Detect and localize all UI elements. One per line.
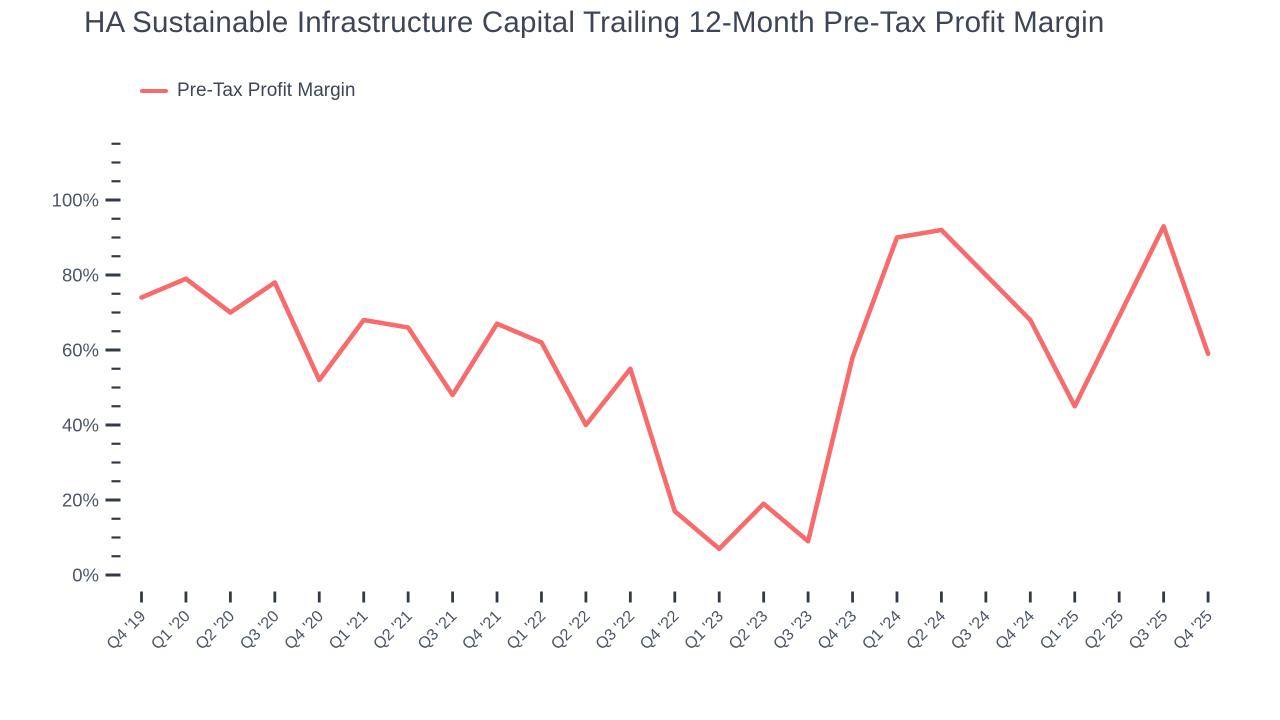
x-axis-label: Q1 '20 <box>148 607 194 653</box>
x-axis-label: Q2 '24 <box>903 607 949 653</box>
x-axis-label: Q3 '21 <box>414 607 460 653</box>
x-axis-label: Q3 '22 <box>592 607 638 653</box>
x-axis-label: Q4 '22 <box>637 607 683 653</box>
x-axis-label: Q4 '23 <box>814 607 860 653</box>
x-axis-label: Q2 '25 <box>1081 607 1127 653</box>
x-axis-label: Q2 '20 <box>192 607 238 653</box>
x-axis-label: Q2 '22 <box>548 607 594 653</box>
x-axis-label: Q3 '25 <box>1125 607 1171 653</box>
y-axis-label: 40% <box>62 415 99 436</box>
y-axis-label: 100% <box>52 190 99 211</box>
pre-tax-profit-margin-line <box>139 223 1211 552</box>
x-axis-label: Q4 '24 <box>992 607 1038 653</box>
x-axis-label: Q4 '19 <box>103 607 149 653</box>
legend-line-swatch <box>140 88 168 94</box>
y-axis: 0% 20% 40% 60% 80% 100% <box>52 142 121 586</box>
x-axis-label: Q3 '20 <box>237 607 283 653</box>
legend: Pre-Tax Profit Margin <box>140 80 355 102</box>
x-axis-label: Q4 '20 <box>281 607 327 653</box>
x-axis-label: Q2 '21 <box>370 607 416 653</box>
x-axis-label: Q1 '25 <box>1036 607 1082 653</box>
y-axis-label: 60% <box>62 340 99 361</box>
x-axis-label: Q1 '21 <box>325 607 371 653</box>
x-axis-label: Q3 '24 <box>948 607 994 653</box>
y-axis-label: 80% <box>62 265 99 286</box>
x-axis-label: Q2 '23 <box>725 607 771 653</box>
x-axis-label: Q1 '24 <box>859 607 905 653</box>
x-axis-label: Q4 '25 <box>1170 607 1216 653</box>
x-axis-label: Q1 '23 <box>681 607 727 653</box>
x-axis-label: Q4 '21 <box>459 607 505 653</box>
y-axis-label: 0% <box>72 565 99 586</box>
x-axis-label: Q3 '23 <box>770 607 816 653</box>
x-axis-label: Q1 '22 <box>503 607 549 653</box>
y-axis-label: 20% <box>62 490 99 511</box>
legend-label: Pre-Tax Profit Margin <box>177 80 356 101</box>
chart-title: HA Sustainable Infrastructure Capital Tr… <box>84 6 1105 39</box>
